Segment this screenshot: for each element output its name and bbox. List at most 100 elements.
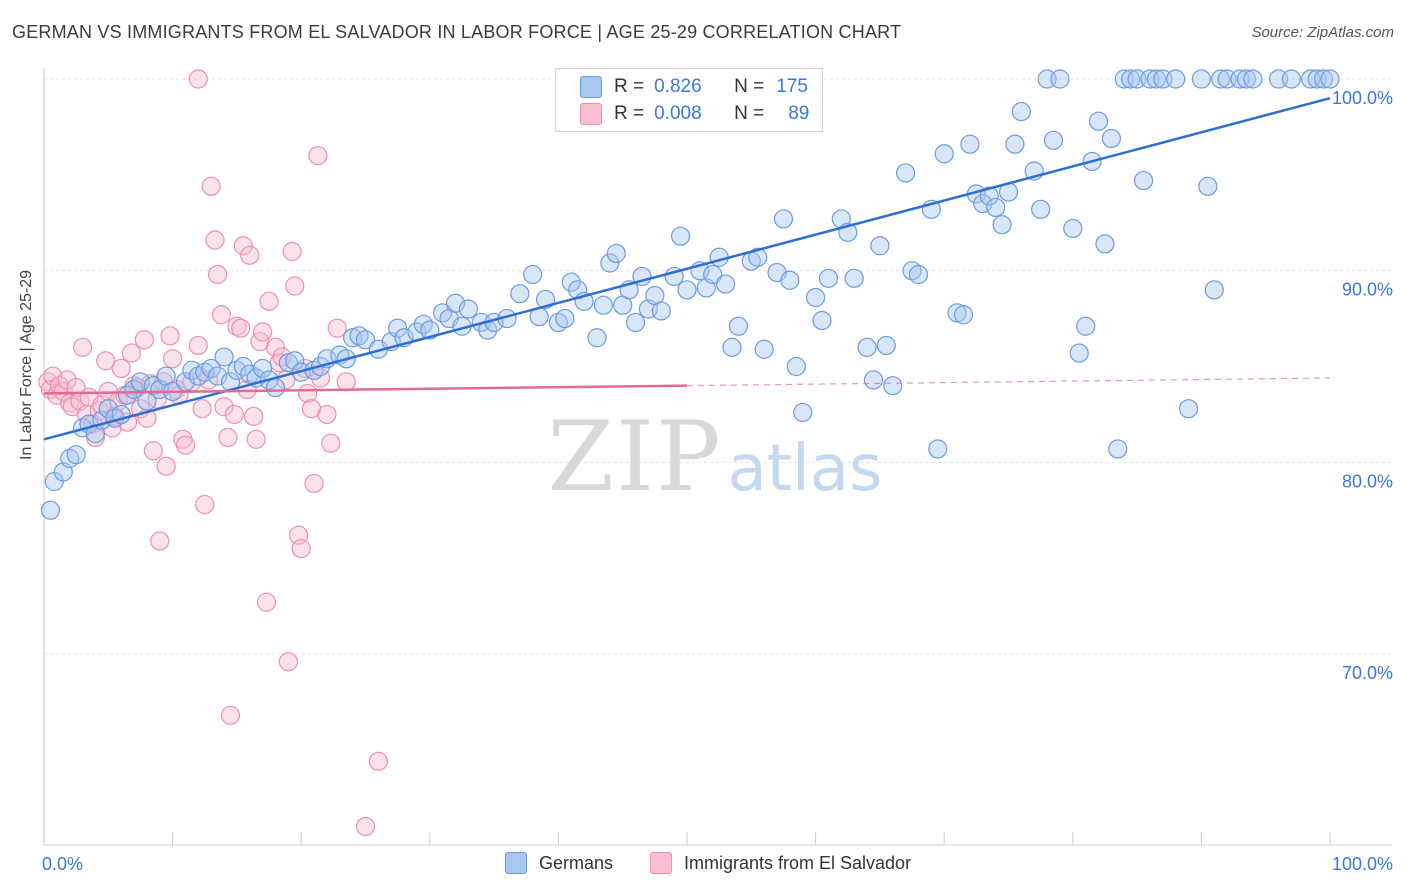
germans-point <box>1191 69 1212 89</box>
el-salvador-trend-extension <box>686 377 1331 387</box>
germans-point <box>1063 218 1083 239</box>
germans-point <box>388 318 408 338</box>
el-salvador-point <box>121 343 142 363</box>
el-salvador-point <box>156 456 176 476</box>
germans-point <box>973 193 993 214</box>
el-salvador-trend-line <box>43 384 688 395</box>
y-tick-label: 100.0% <box>1332 88 1393 108</box>
germans-point <box>600 253 620 273</box>
germans-point <box>253 358 273 379</box>
el-salvador-point <box>220 705 241 725</box>
germans-point <box>1121 69 1141 89</box>
el-salvador-point <box>310 368 331 388</box>
el-salvador-point <box>282 241 302 262</box>
chart-title: GERMAN VS IMMIGRANTS FROM EL SALVADOR IN… <box>12 22 902 42</box>
germans-r-value: 0.826 <box>654 76 702 97</box>
legend-item-germans[interactable]: Germans <box>505 852 613 874</box>
watermark-zip: ZIP <box>547 401 722 513</box>
x-tick-label-start: 0.0% <box>42 854 83 874</box>
germans-point <box>1243 69 1263 89</box>
el-salvador-point <box>291 538 311 559</box>
germans-point <box>780 270 800 290</box>
germans-point <box>587 328 607 348</box>
el-salvador-point <box>285 276 305 296</box>
germans-point <box>992 215 1012 235</box>
germans-point <box>670 226 691 246</box>
stats-legend: R = 0.826 N = 175 R = 0.008 N = 89 <box>555 68 823 132</box>
y-tick-label: 90.0% <box>1342 280 1393 300</box>
germans-point <box>748 247 768 267</box>
n-label: N = <box>734 103 765 124</box>
el-salvador-point <box>38 372 58 392</box>
series-el-salvador <box>38 69 388 837</box>
germans-point <box>986 197 1006 218</box>
germans-point <box>1211 69 1231 89</box>
el-salvador-point <box>160 326 180 346</box>
bottom-legend: Germans Immigrants from El Salvador <box>0 852 1406 878</box>
germans-point <box>214 347 234 367</box>
germans-n-value: 175 <box>776 76 808 97</box>
germans-point <box>1050 69 1070 89</box>
legend-swatch-germans <box>505 852 527 874</box>
germans-point <box>1236 69 1257 89</box>
germans-point <box>709 247 729 267</box>
germans-point <box>883 376 903 396</box>
el-salvador-point <box>53 381 73 402</box>
el-salvador-point <box>192 399 212 419</box>
el-salvador-point <box>214 397 234 417</box>
germans-trend-line <box>43 96 1331 441</box>
el-salvador-point <box>111 358 131 379</box>
el-salvador-point <box>246 429 266 449</box>
germans-point <box>844 268 864 288</box>
el-salvador-point <box>218 427 238 448</box>
el-salvador-point <box>259 291 279 311</box>
germans-point <box>1320 69 1340 89</box>
germans-point <box>265 377 286 398</box>
germans-swatch <box>580 76 602 98</box>
germans-point <box>355 330 376 350</box>
germans-point <box>1166 69 1186 89</box>
el-salvador-point <box>224 404 244 425</box>
germans-point <box>934 144 954 164</box>
germans-point <box>1069 343 1089 363</box>
el-salvador-point <box>143 441 163 461</box>
germans-point <box>812 310 832 331</box>
germans-point <box>1076 316 1096 336</box>
germans-point <box>233 356 253 377</box>
germans-point <box>66 445 86 465</box>
germans-point <box>1043 130 1064 150</box>
germans-point <box>130 372 151 392</box>
germans-point <box>124 379 144 400</box>
el-salvador-point <box>96 351 116 371</box>
germans-point <box>863 370 884 390</box>
germans-point <box>1108 439 1128 459</box>
el-salvador-point <box>278 652 298 672</box>
germans-point <box>1281 69 1302 89</box>
germans-point <box>1146 69 1166 89</box>
germans-point <box>754 339 774 359</box>
germans-point <box>857 337 877 357</box>
germans-point <box>677 280 697 300</box>
el-salvador-point <box>317 404 337 425</box>
el-salvador-point <box>188 69 208 89</box>
germans-point <box>1031 199 1051 219</box>
el-salvador-point <box>163 349 183 369</box>
el-salvador-point <box>233 236 253 256</box>
el-salvador-point <box>308 146 328 166</box>
el-salvador-point <box>298 383 318 403</box>
germans-point <box>1005 134 1025 154</box>
el-salvador-point <box>205 230 225 250</box>
germans-point <box>703 264 723 285</box>
germans-point <box>561 272 581 292</box>
watermark-atlas: atlas <box>728 432 883 506</box>
el-salvador-point <box>195 494 215 515</box>
y-tick-label: 70.0% <box>1342 663 1393 683</box>
legend-label-el-salvador: Immigrants from El Salvador <box>684 852 912 873</box>
germans-point <box>818 268 839 288</box>
n-label: N = <box>734 76 765 97</box>
legend-label-germans: Germans <box>539 852 614 873</box>
legend-item-el-salvador[interactable]: Immigrants from El Salvador <box>650 852 911 874</box>
germans-point <box>1204 280 1224 300</box>
r-label: R = <box>614 103 645 124</box>
